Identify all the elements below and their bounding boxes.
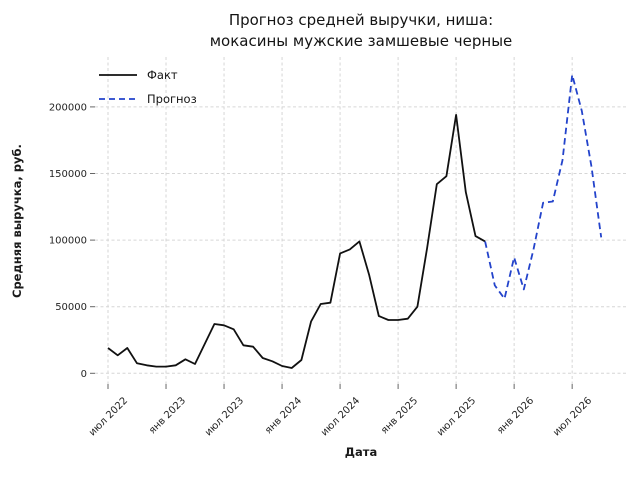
chart-title: Прогноз средней выручки, ниша: мокасины …: [101, 10, 621, 52]
y-tick-label: 100000: [49, 236, 87, 247]
legend-item-fact: Факт: [99, 63, 197, 87]
x-tick-label: июл 2026: [551, 395, 594, 438]
fact-line: [107, 114, 486, 369]
chart-title-line1: Прогноз средней выручки, ниша:: [228, 11, 494, 29]
x-tick-label: июл 2025: [435, 395, 478, 438]
x-tick-labels: июл 2022 янв 2023 июл 2023 янв 2024 июл 2024…: [87, 395, 594, 438]
y-axis-label: Средняя выручка, руб.: [10, 144, 24, 298]
legend-label-forecast: Прогноз: [147, 92, 197, 106]
y-tick-labels: 0 50000 100000 150000 200000: [49, 102, 87, 379]
legend: Факт Прогноз: [99, 63, 197, 111]
forecast-line: [484, 74, 603, 300]
tick-marks: [90, 106, 573, 389]
grid-lines: [95, 57, 627, 384]
y-tick-label: 0: [81, 369, 87, 380]
y-tick-label: 50000: [55, 302, 87, 313]
chart-title-line2: мокасины мужские замшевые черные: [209, 32, 513, 50]
x-axis-label: Дата: [344, 445, 378, 459]
x-tick-label: янв 2026: [495, 395, 536, 436]
y-tick-label: 200000: [49, 102, 87, 113]
legend-label-fact: Факт: [147, 68, 178, 82]
legend-item-forecast: Прогноз: [99, 87, 197, 111]
x-tick-label: янв 2025: [379, 395, 420, 436]
forecast-line-sample: [99, 97, 137, 101]
x-tick-label: июл 2023: [203, 395, 246, 438]
fact-line-sample: [99, 73, 137, 77]
x-tick-label: янв 2024: [263, 395, 304, 436]
x-tick-label: июл 2024: [319, 395, 362, 438]
y-tick-label: 150000: [49, 169, 87, 180]
x-tick-label: янв 2023: [147, 395, 188, 436]
data-series: [107, 74, 603, 369]
x-tick-label: июл 2022: [87, 395, 130, 438]
